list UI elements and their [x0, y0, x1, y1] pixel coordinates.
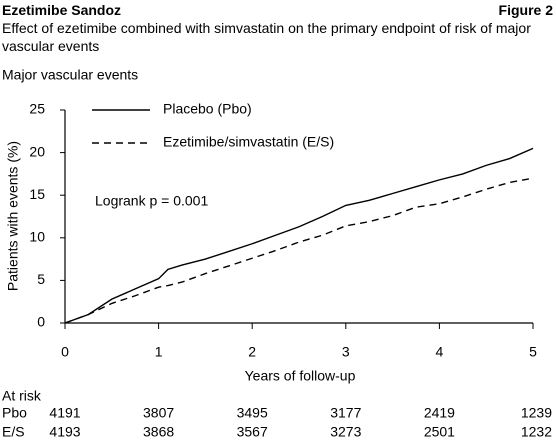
- y-tick-label: 20: [29, 143, 45, 159]
- at-risk-count: 3177: [330, 405, 361, 421]
- series-line: [64, 147, 534, 324]
- subtitle: Effect of ezetimibe combined with simvas…: [2, 20, 531, 54]
- legend-label: Ezetimibe/simvastatin (E/S): [163, 134, 334, 150]
- annotation: Logrank p = 0.001: [95, 193, 208, 209]
- x-tick-label: 4: [436, 344, 444, 360]
- figure-label: Figure 2: [498, 2, 553, 18]
- y-axis-label: Patients with events (%): [5, 141, 21, 291]
- x-tick-label: 0: [61, 344, 69, 360]
- at-risk-count: 3567: [237, 424, 268, 440]
- y-tick-label: 15: [29, 186, 45, 202]
- header-title: Ezetimibe Sandoz: [2, 2, 122, 18]
- y-tick-label: 0: [37, 314, 45, 330]
- x-tick-label: 2: [248, 344, 256, 360]
- at-risk-count: 4193: [49, 424, 80, 440]
- at-risk-row-label: Pbo: [2, 405, 27, 421]
- at-risk-count: 1232: [521, 424, 552, 440]
- at-risk-count: 3868: [143, 424, 174, 440]
- at-risk-count: 3807: [143, 405, 174, 421]
- at-risk-count: 2419: [424, 405, 455, 421]
- y-tick-label: 10: [29, 229, 45, 245]
- y-tick-label: 25: [29, 101, 45, 117]
- at-risk-row-label: E/S: [2, 424, 25, 440]
- at-risk-count: 1239: [521, 405, 552, 421]
- y-tick-label: 5: [37, 271, 45, 287]
- x-tick-label: 3: [342, 344, 350, 360]
- series-line: [64, 177, 534, 324]
- at-risk-count: 2501: [424, 424, 455, 440]
- legend-label: Placebo (Pbo): [163, 101, 252, 117]
- x-axis-label: Years of follow-up: [245, 368, 356, 384]
- x-tick-label: 5: [529, 344, 537, 360]
- at-risk-title: At risk: [2, 388, 42, 404]
- at-risk-count: 4191: [49, 405, 80, 421]
- at-risk-count: 3273: [330, 424, 361, 440]
- x-tick-label: 1: [155, 344, 163, 360]
- at-risk-count: 3495: [237, 405, 268, 421]
- chart-title: Major vascular events: [2, 67, 138, 83]
